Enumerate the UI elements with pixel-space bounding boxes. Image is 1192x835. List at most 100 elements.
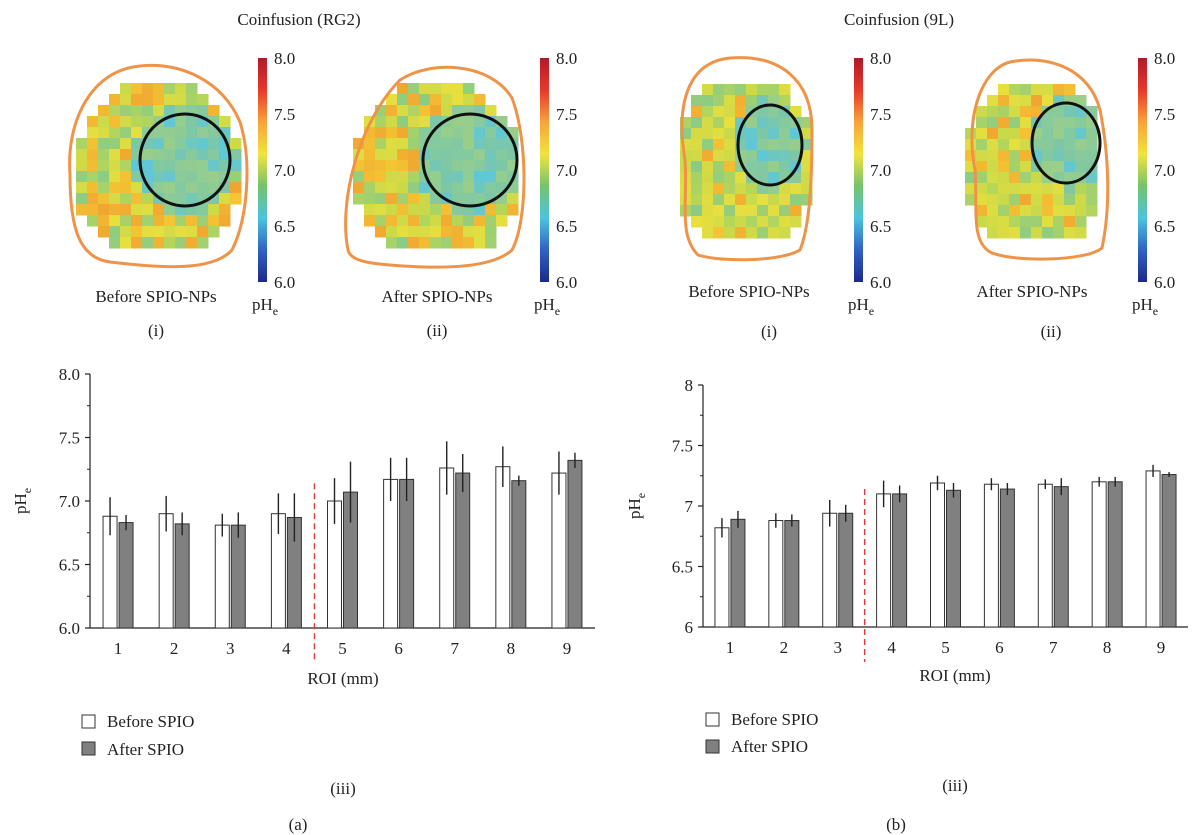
x-tick-label: 3 (226, 639, 235, 658)
ph-pixel (131, 105, 143, 117)
ph-pixel (474, 116, 486, 128)
ph-pixel (746, 216, 758, 228)
ph-pixel (702, 161, 714, 173)
ph-pixel (1064, 183, 1076, 195)
ph-pixel (1086, 150, 1098, 162)
chart-b-sublabel: (iii) (942, 776, 968, 795)
ph-pixel (1042, 194, 1054, 206)
ph-pixel (452, 149, 464, 161)
ph-pixel (1042, 106, 1054, 118)
panel-a-title: Coinfusion (RG2) (237, 10, 360, 29)
ph-pixel (1020, 227, 1032, 239)
ph-pixel (768, 84, 780, 96)
ph-pixel (496, 127, 508, 139)
ph-pixel (87, 127, 99, 139)
ph-pixel (175, 237, 187, 249)
ph-pixel (474, 160, 486, 172)
ph-pixel (987, 194, 999, 206)
ph-pixel (164, 94, 176, 106)
ph-pixel (496, 149, 508, 161)
ph-pixel (724, 117, 736, 129)
ph-pixel (998, 106, 1010, 118)
ph-pixel (120, 127, 132, 139)
ph-pixel (1075, 117, 1087, 129)
ph-pixel (1009, 139, 1021, 151)
ph-pixel (1009, 128, 1021, 140)
ph-pixel (441, 105, 453, 117)
ph-pixel (976, 161, 988, 173)
map-a-before-sublabel: (i) (148, 321, 164, 340)
ph-pixel (779, 95, 791, 107)
colorbar-tick-label: 8.0 (870, 49, 891, 68)
ph-pixel (1009, 216, 1021, 228)
ph-pixel (998, 128, 1010, 140)
ph-pixel (186, 105, 198, 117)
ph-pixel (779, 150, 791, 162)
ph-pixel (702, 183, 714, 195)
ph-pixel (164, 171, 176, 183)
ph-pixel (109, 182, 121, 194)
ph-pixel (779, 128, 791, 140)
ph-pixel (998, 216, 1010, 228)
ph-pixel (109, 237, 121, 249)
ph-pixel (680, 128, 692, 140)
ph-pixel (452, 226, 464, 238)
ph-pixel (757, 95, 769, 107)
ph-pixel (109, 171, 121, 183)
ph-pixel (109, 149, 121, 161)
ph-pixel (164, 160, 176, 172)
colorbar-label: pHe (1132, 295, 1158, 318)
ph-pixel (186, 182, 198, 194)
ph-pixel (441, 94, 453, 106)
ph-pixel (430, 105, 442, 117)
ph-pixel (353, 193, 365, 205)
ph-pixel (724, 194, 736, 206)
ph-pixel (98, 116, 110, 128)
ph-pixel (230, 160, 242, 172)
ph-pixel (397, 215, 409, 227)
legend-swatch-after (81, 741, 96, 756)
ph-pixel (976, 117, 988, 129)
ph-pixel (768, 117, 780, 129)
ph-pixel (1053, 106, 1065, 118)
ph-pixel (419, 116, 431, 128)
ph-pixel (998, 161, 1010, 173)
ph-pixel (1031, 128, 1043, 140)
x-tick-label: 2 (170, 639, 179, 658)
ph-pixel (768, 161, 780, 173)
ph-pixel (724, 216, 736, 228)
ph-pixel (1020, 216, 1032, 228)
bar-before (876, 493, 892, 628)
colorbar-tick-label: 6.0 (870, 273, 891, 292)
ph-pixel (98, 204, 110, 216)
ph-pixel (779, 194, 791, 206)
ph-pixel (87, 215, 99, 227)
ph-pixel (208, 116, 220, 128)
ph-pixel (735, 95, 747, 107)
ph-pixel (98, 171, 110, 183)
ph-pixel (976, 128, 988, 140)
ph-pixel (153, 149, 165, 161)
ph-pixel (1075, 139, 1087, 151)
ph-pixel (76, 149, 88, 161)
bar-before (822, 512, 838, 628)
ph-pixel (779, 205, 791, 217)
ph-pixel (131, 138, 143, 150)
ph-pixel (386, 160, 398, 172)
ph-pixel (1042, 84, 1054, 96)
ph-pixel (463, 171, 475, 183)
ph-pixel (364, 215, 376, 227)
ph-pixel (691, 117, 703, 129)
bar-after (784, 520, 800, 628)
ph-pixel (120, 226, 132, 238)
ph-pixel (713, 84, 725, 96)
ph-pixel (430, 116, 442, 128)
ph-pixel (463, 182, 475, 194)
ph-pixel (976, 205, 988, 217)
ph-pixel (98, 193, 110, 205)
ph-pixel (430, 94, 442, 106)
ph-pixel (98, 149, 110, 161)
ph-pixel (131, 83, 143, 95)
ph-pixel (1086, 183, 1098, 195)
ph-pixel (120, 160, 132, 172)
